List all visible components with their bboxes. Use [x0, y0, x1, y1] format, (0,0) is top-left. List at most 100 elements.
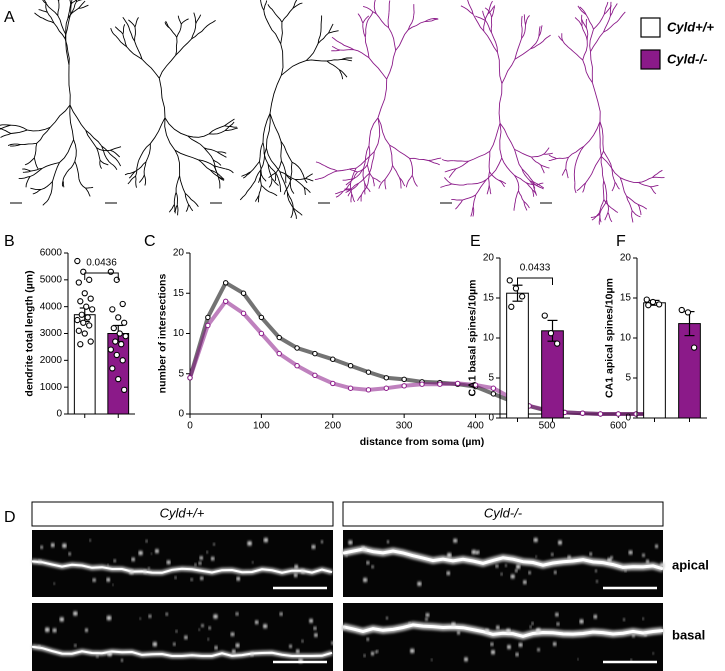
micrographs [31, 530, 665, 671]
dendrite-branch [350, 193, 353, 203]
dendrite-branch [294, 179, 305, 188]
spine [476, 550, 480, 555]
spine [107, 564, 109, 566]
data-point [121, 386, 128, 393]
dendrite-branch [213, 165, 227, 170]
series-marker [579, 410, 586, 416]
spine [184, 635, 188, 640]
dendrite-branch [126, 46, 143, 60]
dendrite-branch [225, 168, 234, 174]
dendrite-branch [67, 4, 72, 19]
series-marker [276, 334, 282, 341]
dendrite-branch [358, 173, 370, 184]
dendrite-branch [368, 117, 379, 146]
dendrite-branch [195, 14, 202, 24]
dendrite-branch [491, 6, 496, 18]
dendrite-branch [486, 185, 490, 195]
dendrite-branch [514, 148, 532, 158]
x-axis-label: distance from soma (µm) [360, 436, 485, 448]
dendrite-branch [124, 170, 136, 176]
spine [552, 642, 557, 646]
dendrite-branch [388, 0, 391, 13]
data-point [118, 341, 125, 348]
dendrite-branch [351, 193, 356, 203]
series-marker [294, 363, 300, 369]
dendrite-branch [570, 48, 583, 61]
spine [556, 622, 560, 626]
dendrite-branch [241, 171, 252, 177]
spine [92, 578, 96, 582]
dendrite-branch [521, 168, 531, 181]
dendrite-branch [373, 117, 381, 152]
data-point [122, 333, 129, 340]
dendrite-branch [582, 59, 593, 83]
spine [515, 652, 519, 657]
dendrite-branch [603, 1, 609, 15]
dendrite-branch [280, 141, 293, 163]
dendrite-branch [135, 176, 137, 188]
dendrite-branch [598, 212, 602, 223]
data-point [119, 357, 126, 364]
data-point [89, 306, 96, 313]
series-marker [312, 350, 318, 357]
dendrite-branch [209, 169, 219, 177]
data-point [115, 375, 122, 383]
data-point [645, 302, 652, 309]
x-tick-label: 400 [467, 421, 484, 432]
dendrite-branch [33, 143, 38, 159]
spine [145, 540, 148, 543]
dendrite-branch [65, 13, 72, 35]
spine [514, 569, 518, 573]
data-point [84, 314, 91, 321]
dendrite-branch [280, 43, 284, 76]
spine [254, 620, 259, 625]
data-point [75, 327, 82, 334]
panel-letter: E [470, 233, 481, 250]
dendrite-branch [36, 127, 51, 144]
dendrite-branch [74, 161, 80, 179]
dendrite-branch [193, 12, 197, 24]
dendrite-branch [448, 168, 457, 178]
dendrite-branch [366, 11, 374, 23]
panel-letter: D [4, 509, 16, 526]
dendrite-branch [317, 27, 322, 44]
dendrite-branch [33, 157, 39, 170]
dendrite-branch [498, 179, 505, 188]
dendrite-branch [0, 127, 12, 134]
dendrite-branch [291, 161, 303, 173]
spine [660, 562, 665, 568]
dendrite-branch [574, 182, 577, 194]
dendrite-branch [20, 142, 37, 146]
dendrite-branch [540, 164, 550, 169]
spine [374, 650, 378, 654]
dendrite-branch [22, 170, 31, 173]
dendrite-branch [78, 4, 89, 9]
dendrite-branch [543, 152, 553, 155]
dendrite-branch [224, 125, 237, 128]
dendrite-branch [7, 143, 21, 147]
spine [213, 614, 218, 619]
dendrite-branch [67, 7, 79, 19]
dendrite-branch [259, 161, 262, 175]
dendrite-branch [273, 10, 283, 23]
series-marker [347, 363, 354, 369]
dendrite-branch [331, 45, 341, 51]
column-header: Cyld+/+ [160, 505, 205, 520]
dendrite-branch [424, 18, 438, 22]
dendrite-branch [366, 173, 370, 188]
dendrite-branch [212, 159, 217, 172]
y-tick-label: 0 [625, 413, 631, 424]
spine [206, 551, 209, 554]
y-tick-label: 0 [488, 413, 494, 424]
dendrite-branch [257, 174, 262, 183]
dendrite-branch [292, 0, 298, 9]
spine [506, 644, 512, 650]
dendrite-branch [514, 149, 523, 170]
dendrite-branch [514, 174, 527, 184]
dendrite-branch [85, 186, 94, 189]
data-point [109, 306, 116, 313]
dendrite-branch [455, 160, 469, 170]
dendrite-branch [375, 13, 389, 29]
spine [535, 555, 537, 558]
dendrite-branch [191, 23, 197, 40]
